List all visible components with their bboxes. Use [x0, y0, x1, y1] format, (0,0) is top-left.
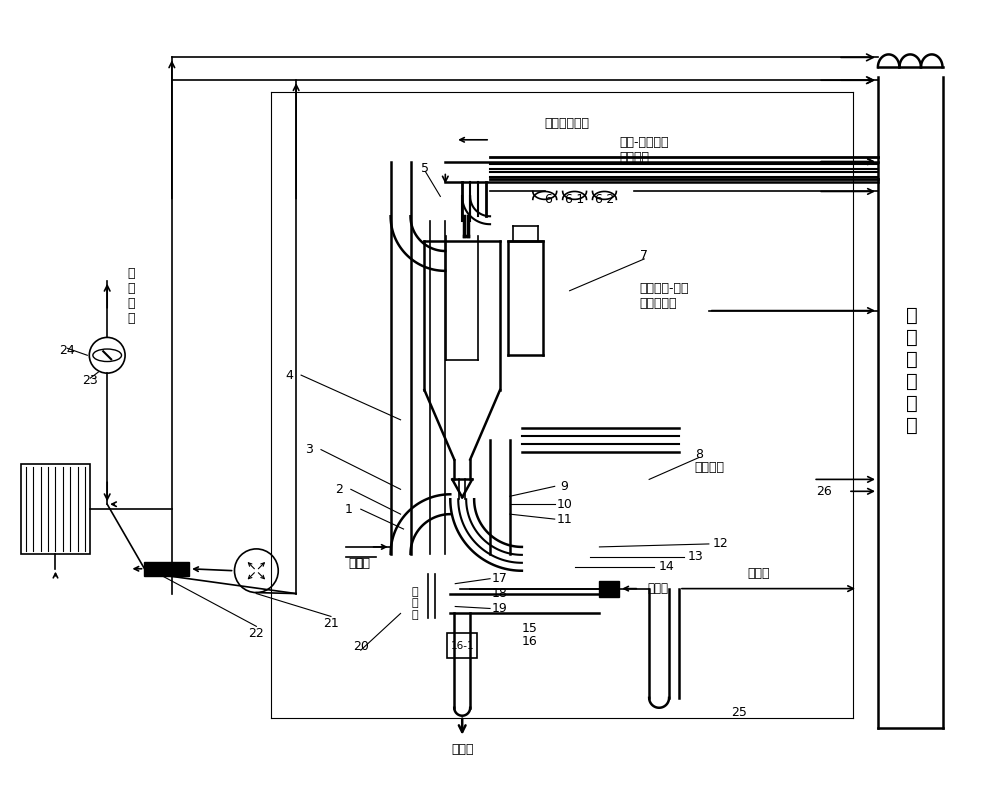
Text: 15: 15: [522, 622, 538, 635]
Text: 20: 20: [353, 640, 369, 652]
Text: 13: 13: [688, 550, 704, 563]
Text: 5: 5: [421, 162, 429, 175]
Text: 16-1: 16-1: [450, 641, 474, 651]
Text: 3: 3: [305, 443, 313, 456]
Text: 12: 12: [713, 537, 729, 551]
Text: 高压水: 高压水: [647, 582, 668, 595]
Text: 4: 4: [285, 369, 293, 381]
Text: 8: 8: [695, 448, 703, 461]
Text: 18: 18: [492, 587, 508, 600]
Text: 23: 23: [82, 374, 98, 387]
Text: 高
压
水: 高 压 水: [412, 587, 418, 620]
Text: 氮气-进入汽化
冷却烟道: 氮气-进入汽化 冷却烟道: [619, 136, 669, 164]
Text: 26: 26: [816, 485, 832, 498]
Text: 22: 22: [248, 626, 264, 640]
Bar: [144, 562, 189, 576]
Text: 排渣口: 排渣口: [451, 743, 473, 756]
Text: 转炉煤气: 转炉煤气: [694, 461, 724, 474]
Bar: [21, 464, 90, 554]
Text: 氮气: 氮气: [356, 557, 371, 571]
Text: 10: 10: [557, 498, 573, 511]
Text: 21: 21: [323, 617, 339, 630]
Text: 氮气清洗反吹: 氮气清洗反吹: [545, 117, 590, 131]
Text: 6: 6: [544, 193, 552, 206]
Text: 1: 1: [345, 503, 353, 515]
Bar: [599, 581, 619, 597]
Text: 排水口: 排水口: [747, 567, 770, 580]
Text: 16: 16: [522, 635, 538, 648]
Text: 转炉煤气-进入
二级过滤器: 转炉煤气-进入 二级过滤器: [639, 281, 689, 310]
Text: 7: 7: [640, 250, 648, 262]
Text: 6-2: 6-2: [594, 193, 615, 206]
Text: 19: 19: [492, 602, 508, 615]
Text: 25: 25: [731, 706, 747, 719]
Text: 至
分
析
仪: 至 分 析 仪: [127, 266, 135, 325]
Text: 9: 9: [561, 480, 569, 492]
Text: 汽
化
冷
却
烟
道: 汽 化 冷 却 烟 道: [906, 306, 918, 435]
Text: 2: 2: [335, 483, 343, 496]
Text: 氮气: 氮气: [348, 557, 363, 571]
Bar: [447, 634, 477, 658]
Text: 11: 11: [557, 513, 573, 526]
Text: 17: 17: [492, 572, 508, 585]
Text: 6-1: 6-1: [564, 193, 585, 206]
Text: 24: 24: [60, 344, 75, 357]
Text: 14: 14: [658, 560, 674, 574]
